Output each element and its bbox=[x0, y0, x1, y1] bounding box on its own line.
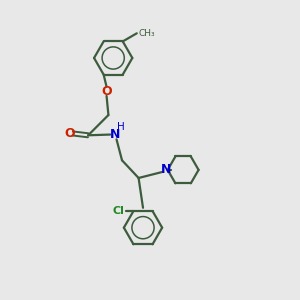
Text: N: N bbox=[161, 164, 171, 176]
Text: Cl: Cl bbox=[112, 206, 124, 216]
Text: O: O bbox=[101, 85, 112, 98]
Text: O: O bbox=[64, 127, 75, 140]
Text: H: H bbox=[117, 122, 125, 132]
Text: CH₃: CH₃ bbox=[138, 29, 155, 38]
Text: N: N bbox=[110, 128, 120, 141]
